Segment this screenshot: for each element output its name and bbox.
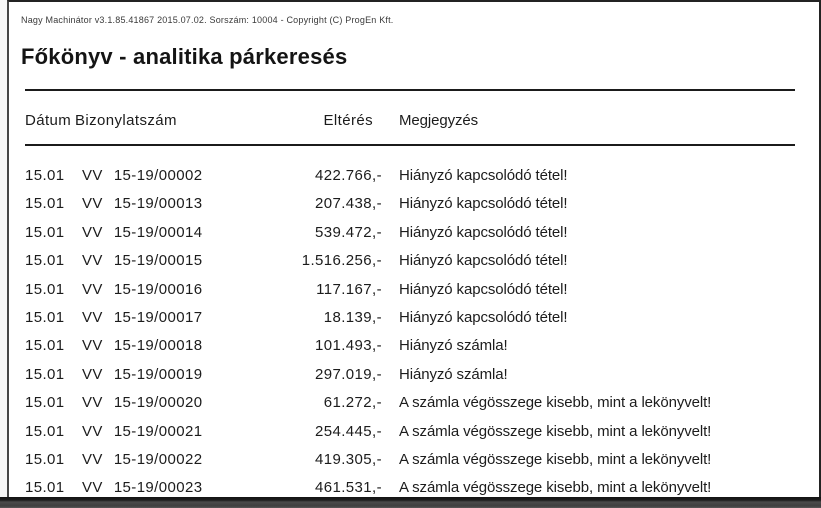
row-note: A számla végösszege kisebb, mint a lekön…: [399, 422, 712, 440]
header-divider: [25, 144, 795, 146]
table-row: 15.01 VV 15-19/00015 1.516.256,- Hiányzó …: [9, 247, 819, 275]
row-date: 15.01: [25, 195, 65, 213]
row-note: A számla végösszege kisebb, mint a lekön…: [399, 394, 712, 412]
row-voucher-number: 15-19/00016: [113, 280, 203, 298]
row-difference: 101.493,-: [315, 337, 382, 355]
row-date: 15.01: [25, 252, 65, 270]
row-voucher-number: 15-19/00014: [113, 223, 203, 241]
row-voucher: VV 15-19/00002: [82, 162, 202, 190]
row-voucher: VV 15-19/00023: [82, 474, 202, 502]
column-header-date: Dátum: [25, 112, 72, 129]
row-date: 15.01: [25, 167, 65, 184]
row-date: 15.01: [25, 223, 65, 241]
row-note: Hiányzó számla!: [399, 337, 508, 355]
row-voucher-number: 15-19/00022: [113, 450, 203, 468]
row-difference: 254.445,-: [315, 422, 382, 440]
row-voucher: VV 15-19/00015: [82, 247, 202, 275]
row-date: 15.01: [25, 280, 65, 298]
row-voucher-prefix: VV: [82, 337, 103, 355]
row-voucher-prefix: VV: [82, 280, 103, 298]
table-row: 15.01 VV 15-19/00023 461.531,- A számla v…: [9, 474, 819, 502]
title-divider: [25, 89, 795, 91]
row-voucher-number: 15-19/00020: [113, 394, 203, 412]
row-voucher: VV 15-19/00016: [82, 276, 202, 304]
row-voucher: VV 15-19/00020: [82, 389, 202, 417]
row-voucher-prefix: VV: [82, 195, 103, 213]
row-voucher-number: 15-19/00018: [113, 337, 203, 355]
row-date: 15.01: [25, 422, 65, 440]
row-note: Hiányzó számla!: [399, 365, 508, 383]
row-voucher-prefix: VV: [82, 394, 103, 412]
row-difference: 117.167,-: [316, 280, 382, 298]
column-header-note: Megjegyzés: [399, 112, 479, 129]
table-row: 15.01 VV 15-19/00016 117.167,- Hiányzó ka…: [9, 276, 819, 304]
column-header-voucher: Bizonylatszám: [75, 112, 177, 129]
left-gutter: [0, 0, 7, 497]
table-row: 15.01 VV 15-19/00020 61.272,- A számla vé…: [9, 389, 819, 417]
row-difference: 461.531,-: [315, 479, 382, 497]
row-note: Hiányzó kapcsolódó tétel!: [399, 280, 568, 298]
row-voucher-prefix: VV: [82, 365, 103, 383]
row-voucher-number: 15-19/00021: [113, 422, 203, 440]
row-voucher-number: 15-19/00017: [113, 308, 203, 326]
row-voucher: VV 15-19/00021: [82, 418, 202, 446]
row-difference: 61.272,-: [323, 394, 382, 412]
row-voucher: VV 15-19/00018: [82, 332, 202, 360]
table-row: 15.01 VV 15-19/00022 419.305,- A számla v…: [9, 446, 819, 474]
row-difference: 1.516.256,-: [301, 252, 382, 270]
row-difference: 422.766,-: [315, 167, 382, 184]
row-voucher-prefix: VV: [82, 450, 103, 468]
table-row: 15.01 VV 15-19/00017 18.139,- Hiányzó kap…: [9, 304, 819, 332]
row-note: Hiányzó kapcsolódó tétel!: [399, 223, 568, 241]
row-difference: 419.305,-: [315, 450, 382, 468]
row-voucher-prefix: VV: [82, 167, 103, 184]
report-title: Főkönyv - analitika párkeresés: [21, 44, 348, 69]
app-version-info: Nagy Machinátor v3.1.85.41867 2015.07.02…: [21, 15, 394, 25]
row-voucher-prefix: VV: [82, 223, 103, 241]
row-note: A számla végösszege kisebb, mint a lekön…: [399, 479, 712, 497]
table-row: 15.01 VV 15-19/00019 297.019,- Hiányzó sz…: [9, 361, 819, 389]
row-date: 15.01: [25, 308, 65, 326]
row-voucher-prefix: VV: [82, 252, 103, 270]
row-date: 15.01: [25, 479, 65, 497]
row-note: Hiányzó kapcsolódó tétel!: [399, 252, 568, 270]
row-note: Hiányzó kapcsolódó tétel!: [399, 167, 568, 184]
row-date: 15.01: [25, 450, 65, 468]
row-voucher-number: 15-19/00023: [113, 479, 203, 497]
table-row: 15.01 VV 15-19/00014 539.472,- Hiányzó ka…: [9, 219, 819, 247]
table-row: 15.01 VV 15-19/00021 254.445,- A számla v…: [9, 418, 819, 446]
row-date: 15.01: [25, 365, 65, 383]
table-row: 15.01 VV 15-19/00013 207.438,- Hiányzó ka…: [9, 190, 819, 218]
row-note: A számla végösszege kisebb, mint a lekön…: [399, 450, 712, 468]
row-note: Hiányzó kapcsolódó tétel!: [399, 195, 568, 213]
table-row: 15.01 VV 15-19/00018 101.493,- Hiányzó sz…: [9, 332, 819, 360]
row-voucher-number: 15-19/00015: [113, 252, 203, 270]
report-page: Nagy Machinátor v3.1.85.41867 2015.07.02…: [7, 0, 821, 497]
row-voucher-number: 15-19/00002: [113, 167, 203, 184]
table-rows: 15.01 VV 15-19/00002 422.766,- Hiányzó ka…: [9, 162, 819, 503]
row-voucher: VV 15-19/00014: [82, 219, 202, 247]
row-date: 15.01: [25, 394, 65, 412]
column-header-difference: Eltérés: [323, 112, 373, 129]
row-voucher-prefix: VV: [82, 308, 103, 326]
row-difference: 18.139,-: [323, 308, 382, 326]
bottom-edge-bar: [0, 497, 821, 508]
row-difference: 297.019,-: [315, 365, 382, 383]
row-voucher: VV 15-19/00019: [82, 361, 202, 389]
row-note: Hiányzó kapcsolódó tétel!: [399, 308, 568, 326]
table-row: 15.01 VV 15-19/00002 422.766,- Hiányzó ka…: [9, 162, 819, 190]
row-difference: 539.472,-: [315, 223, 382, 241]
row-voucher-prefix: VV: [82, 479, 103, 497]
table-header-row: Dátum Bizonylatszám Eltérés Megjegyzés: [9, 106, 819, 135]
row-voucher-number: 15-19/00013: [113, 195, 203, 213]
row-difference: 207.438,-: [315, 195, 382, 213]
row-voucher-prefix: VV: [82, 422, 103, 440]
row-voucher: VV 15-19/00017: [82, 304, 202, 332]
row-date: 15.01: [25, 337, 65, 355]
row-voucher: VV 15-19/00022: [82, 446, 202, 474]
row-voucher-number: 15-19/00019: [113, 365, 203, 383]
row-voucher: VV 15-19/00013: [82, 190, 202, 218]
